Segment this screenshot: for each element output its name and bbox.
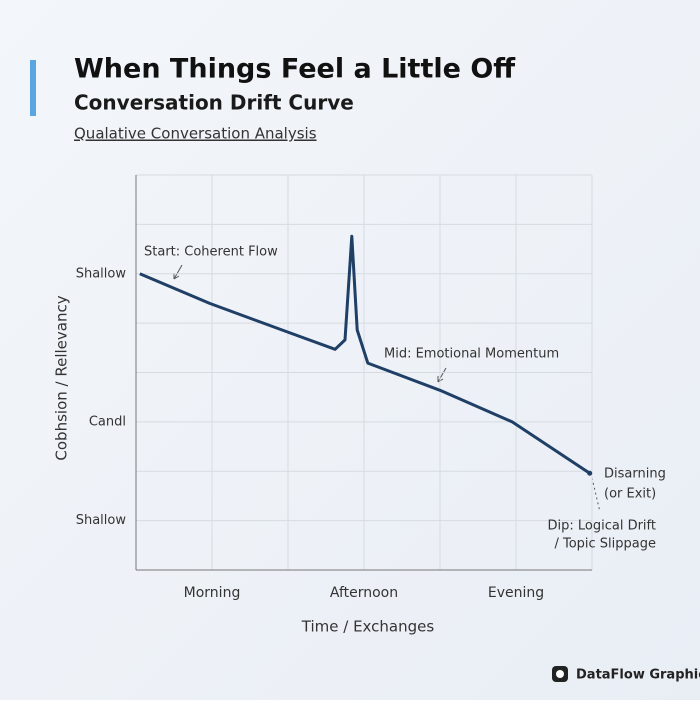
end-point bbox=[587, 470, 593, 476]
x-axis-label: Time / Exchanges bbox=[301, 618, 435, 636]
brand: DataFlow Graphics bbox=[576, 668, 700, 683]
annotation-leader bbox=[591, 477, 601, 513]
line bbox=[139, 234, 591, 475]
annotation: / Topic Slippage bbox=[554, 537, 656, 552]
annotation: Disarning bbox=[604, 467, 666, 482]
x-tick-label: Morning bbox=[184, 585, 241, 601]
annotation: (or Exit) bbox=[604, 487, 656, 502]
x-tick-label: Evening bbox=[488, 585, 544, 601]
y-axis-label: Cobhsion / Rellevancy bbox=[53, 295, 71, 460]
annotation: Mid: Emotional Momentum bbox=[384, 347, 559, 362]
y-tick-label: Candl bbox=[89, 414, 126, 429]
chart-subtitle: Conversation Drift Curve bbox=[74, 91, 354, 115]
y-tick-label: Shallow bbox=[76, 266, 127, 281]
brand-icon-dot bbox=[556, 670, 564, 678]
caption: Qualative Conversation Analysis bbox=[74, 125, 317, 143]
accent-bar bbox=[30, 60, 36, 116]
annotation: Dip: Logical Drift bbox=[548, 519, 657, 534]
chart-title: When Things Feel a Little Off bbox=[74, 54, 516, 85]
y-tick-label: Shallow bbox=[76, 513, 127, 528]
annotation: Start: Coherent Flow bbox=[144, 245, 278, 260]
x-tick-label: Afternoon bbox=[330, 585, 398, 601]
